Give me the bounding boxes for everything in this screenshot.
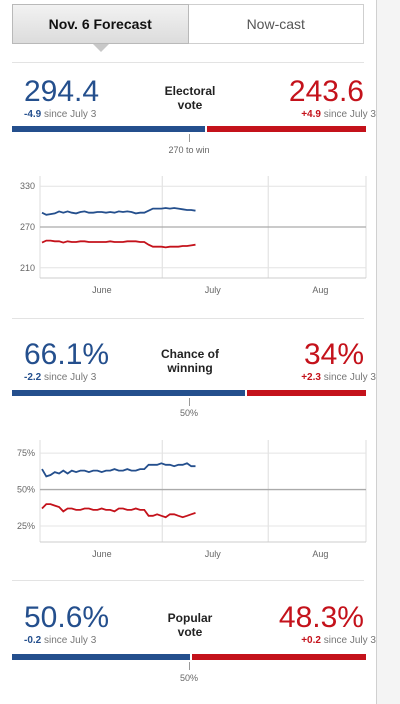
threshold-label: 270 to win (168, 145, 210, 155)
winning-split-bar (12, 390, 366, 396)
rep-popular-value: 48.3% (278, 601, 364, 634)
section-divider (12, 318, 364, 319)
dem-bar-segment (12, 654, 190, 660)
x-tick-label: July (205, 285, 222, 295)
section-divider (12, 62, 364, 63)
series-line (41, 239, 196, 249)
tab-nov6-forecast[interactable]: Nov. 6 Forecast (12, 4, 189, 44)
forecast-tabs: Nov. 6 Forecast Now-cast (12, 4, 364, 44)
section-divider (12, 580, 364, 581)
dem-electoral-change: -4.9 since July 3 (24, 109, 97, 120)
dem-winning-change: -2.2 since July 3 (24, 372, 97, 383)
x-tick-label: July (205, 549, 222, 559)
x-tick-label: Aug (312, 549, 328, 559)
rep-winning-value: 34% (303, 338, 364, 371)
series-line (41, 207, 196, 216)
electoral-trend-chart: 330 270 210 June July Aug (20, 176, 367, 295)
threshold-label: 50% (179, 408, 198, 418)
sidebar-divider (376, 0, 377, 704)
threshold-tick (189, 134, 190, 142)
rep-bar-segment (247, 390, 366, 396)
popular-split-bar (12, 654, 366, 660)
dem-popular-change: -0.2 since July 3 (24, 635, 97, 646)
threshold-tick (189, 398, 190, 406)
rep-popular-change: +0.2 since July 3 (301, 635, 376, 646)
series-line (41, 462, 196, 478)
active-tab-pointer (93, 44, 109, 52)
rep-winning-change: +2.3 since July 3 (301, 372, 376, 383)
winning-trend-chart: 75% 50% 25% June July Aug (17, 440, 367, 559)
dem-popular-value: 50.6% (24, 601, 110, 634)
series-line (41, 503, 196, 519)
dem-bar-segment (12, 126, 205, 132)
y-tick-label: 330 (20, 181, 35, 191)
chance-of-winning-label: Chance of winning (160, 347, 219, 375)
tab-now-cast[interactable]: Now-cast (188, 4, 364, 44)
bar-gap (245, 390, 247, 396)
rep-electoral-value: 243.6 (288, 75, 364, 108)
bar-gap (205, 126, 207, 132)
x-tick-label: Aug (312, 285, 328, 295)
y-tick-label: 50% (17, 485, 35, 495)
dem-bar-segment (12, 390, 245, 396)
electoral-vote-label: Electoral vote (164, 84, 216, 112)
bar-gap (190, 654, 192, 660)
y-tick-label: 270 (20, 222, 35, 232)
electoral-split-bar (12, 126, 366, 132)
y-tick-label: 75% (17, 448, 35, 458)
rep-bar-segment (192, 654, 366, 660)
dem-electoral-value: 294.4 (24, 75, 100, 108)
scrollbar-track[interactable] (377, 0, 400, 704)
threshold-label: 50% (179, 673, 198, 683)
y-tick-label: 25% (17, 521, 35, 531)
x-tick-label: June (92, 285, 112, 295)
y-tick-label: 210 (20, 263, 35, 273)
x-tick-label: June (92, 549, 112, 559)
popular-vote-label: Popular vote (167, 611, 213, 639)
rep-electoral-change: +4.9 since July 3 (301, 109, 376, 120)
rep-bar-segment (207, 126, 366, 132)
threshold-tick (189, 662, 190, 670)
dem-winning-value: 66.1% (24, 338, 110, 371)
